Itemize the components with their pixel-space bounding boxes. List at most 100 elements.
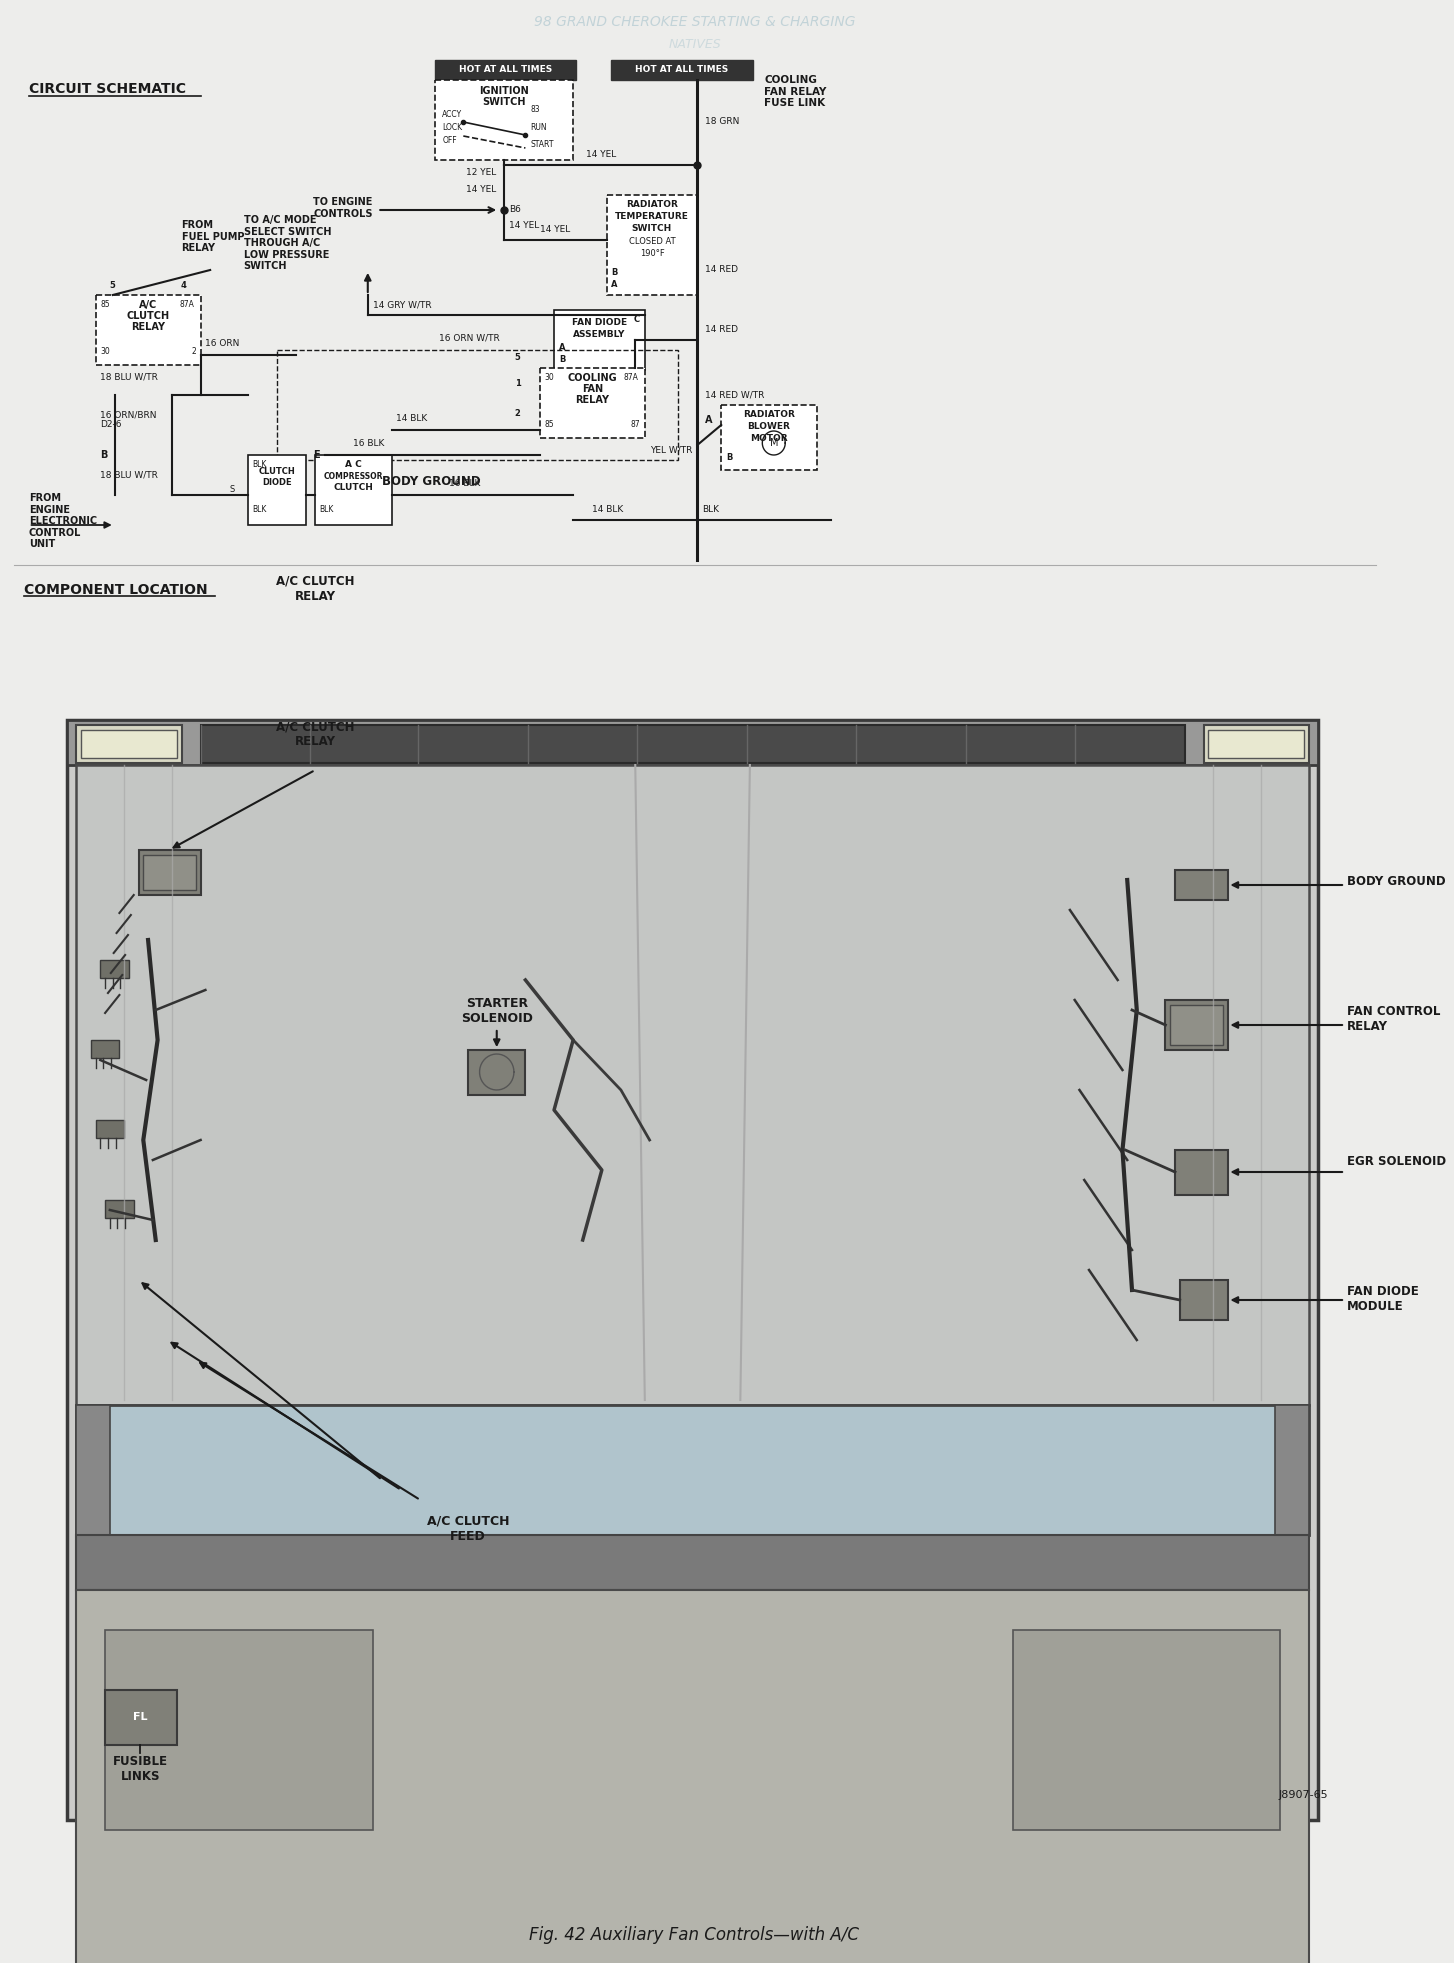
Bar [96, 294, 201, 365]
Text: 18 BLU W/TR: 18 BLU W/TR [100, 373, 158, 383]
Text: 87: 87 [631, 420, 640, 430]
Text: S: S [230, 485, 234, 495]
Text: RADIATOR: RADIATOR [743, 410, 795, 418]
Text: BLK: BLK [252, 504, 266, 514]
Text: B: B [726, 453, 733, 461]
Bar [435, 80, 573, 161]
Text: FL: FL [134, 1712, 148, 1722]
Text: CLOSED AT: CLOSED AT [628, 238, 675, 245]
Text: 14 GRY W/TR: 14 GRY W/TR [372, 300, 432, 308]
Text: 16 ORN: 16 ORN [205, 340, 240, 347]
Bar [77, 724, 182, 764]
Text: ASSEMBLY: ASSEMBLY [573, 330, 625, 340]
Text: E: E [314, 450, 320, 459]
Text: A/C CLUTCH
FEED: A/C CLUTCH FEED [427, 1515, 509, 1543]
Bar [316, 455, 391, 524]
Text: FAN CONTROL
RELAY: FAN CONTROL RELAY [1346, 1005, 1441, 1033]
Text: 98 GRAND CHEROKEE STARTING & CHARGING: 98 GRAND CHEROKEE STARTING & CHARGING [534, 16, 855, 29]
Text: A C: A C [345, 459, 362, 469]
Text: START: START [531, 139, 554, 149]
Bar [105, 1199, 134, 1217]
Text: RELAY: RELAY [576, 395, 609, 404]
Text: 14 BLK: 14 BLK [592, 506, 624, 514]
Bar [278, 349, 678, 459]
Text: BLK: BLK [702, 506, 720, 514]
Text: 87A: 87A [624, 373, 638, 383]
Text: B: B [558, 355, 566, 363]
Bar [468, 1050, 525, 1095]
Text: ACCY: ACCY [442, 110, 462, 120]
Text: 18 GRN: 18 GRN [705, 118, 740, 126]
Text: BLK: BLK [252, 459, 266, 469]
Text: 30: 30 [100, 347, 111, 355]
Bar [554, 310, 644, 369]
Bar [77, 1406, 111, 1535]
Text: B: B [611, 269, 618, 277]
Bar [1175, 870, 1227, 899]
Text: 5: 5 [111, 281, 116, 291]
Text: 12 YEL: 12 YEL [467, 169, 496, 177]
Text: CLUTCH: CLUTCH [259, 467, 295, 475]
Text: HOT AT ALL TIMES: HOT AT ALL TIMES [458, 65, 553, 75]
Text: 4: 4 [180, 281, 186, 291]
Bar [90, 1040, 119, 1058]
Text: NATIVES: NATIVES [669, 39, 721, 51]
Polygon shape [67, 720, 1319, 1820]
Text: 30: 30 [544, 373, 554, 383]
Bar [435, 61, 576, 80]
Bar [611, 61, 753, 80]
Text: FAN DIODE: FAN DIODE [571, 318, 627, 328]
Text: A: A [705, 414, 712, 426]
Text: BLOWER: BLOWER [747, 422, 791, 432]
Bar [1166, 999, 1227, 1050]
Bar [1208, 730, 1304, 758]
Text: A/C CLUTCH
RELAY: A/C CLUTCH RELAY [276, 720, 355, 748]
Text: J8907-65: J8907-65 [1278, 1790, 1328, 1800]
Text: 190°F: 190°F [640, 249, 664, 257]
Text: B: B [100, 450, 108, 459]
Bar [77, 1406, 1309, 1535]
Bar [105, 1690, 177, 1745]
Text: Fig. 42 Auxiliary Fan Controls—with A/C: Fig. 42 Auxiliary Fan Controls—with A/C [529, 1926, 859, 1943]
Text: RADIATOR: RADIATOR [627, 200, 678, 208]
Text: 14 YEL: 14 YEL [509, 222, 539, 230]
Text: 85: 85 [544, 420, 554, 430]
Text: SWITCH: SWITCH [483, 96, 526, 108]
Text: 14 YEL: 14 YEL [586, 149, 615, 159]
Text: 5: 5 [515, 353, 521, 363]
Bar [1170, 1005, 1223, 1044]
Text: 83: 83 [531, 104, 539, 114]
Text: CLUTCH: CLUTCH [333, 483, 374, 493]
Text: BLK: BLK [318, 504, 333, 514]
Text: CIRCUIT SCHEMATIC: CIRCUIT SCHEMATIC [29, 82, 186, 96]
Text: 16 ORN W/TR: 16 ORN W/TR [439, 334, 500, 342]
Text: COOLING
FAN RELAY
FUSE LINK: COOLING FAN RELAY FUSE LINK [765, 75, 826, 108]
Text: COMPONENT LOCATION: COMPONENT LOCATION [23, 583, 208, 597]
Bar [96, 1121, 124, 1139]
Text: MOTOR: MOTOR [750, 434, 788, 444]
Text: IGNITION: IGNITION [478, 86, 529, 96]
Text: FAN: FAN [582, 385, 603, 395]
Text: M: M [769, 438, 778, 448]
Bar [67, 720, 1319, 766]
Text: SWITCH: SWITCH [632, 224, 672, 234]
Text: 14 BLK: 14 BLK [397, 414, 427, 422]
Text: FROM
FUEL PUMP
RELAY: FROM FUEL PUMP RELAY [182, 220, 244, 253]
Bar [201, 724, 1185, 764]
Text: BODY GROUND: BODY GROUND [1346, 875, 1445, 887]
Bar [138, 850, 201, 895]
Text: 16 BLK: 16 BLK [449, 479, 480, 489]
Text: 16 ORN/BRN
D2-6: 16 ORN/BRN D2-6 [100, 410, 157, 430]
Text: B6: B6 [509, 206, 521, 214]
Text: 16 BLK: 16 BLK [353, 440, 385, 448]
Text: LOCK: LOCK [442, 124, 462, 132]
Bar [105, 1629, 372, 1830]
Text: YEL W/TR: YEL W/TR [650, 446, 692, 455]
Text: FROM
ENGINE
ELECTRONIC
CONTROL
UNIT: FROM ENGINE ELECTRONIC CONTROL UNIT [29, 493, 97, 550]
Bar [100, 960, 129, 978]
Text: DIODE: DIODE [262, 479, 292, 487]
Text: 14 RED: 14 RED [705, 326, 739, 334]
Text: CLUTCH: CLUTCH [126, 310, 170, 322]
Text: OFF: OFF [442, 135, 457, 145]
Text: C: C [634, 314, 640, 324]
